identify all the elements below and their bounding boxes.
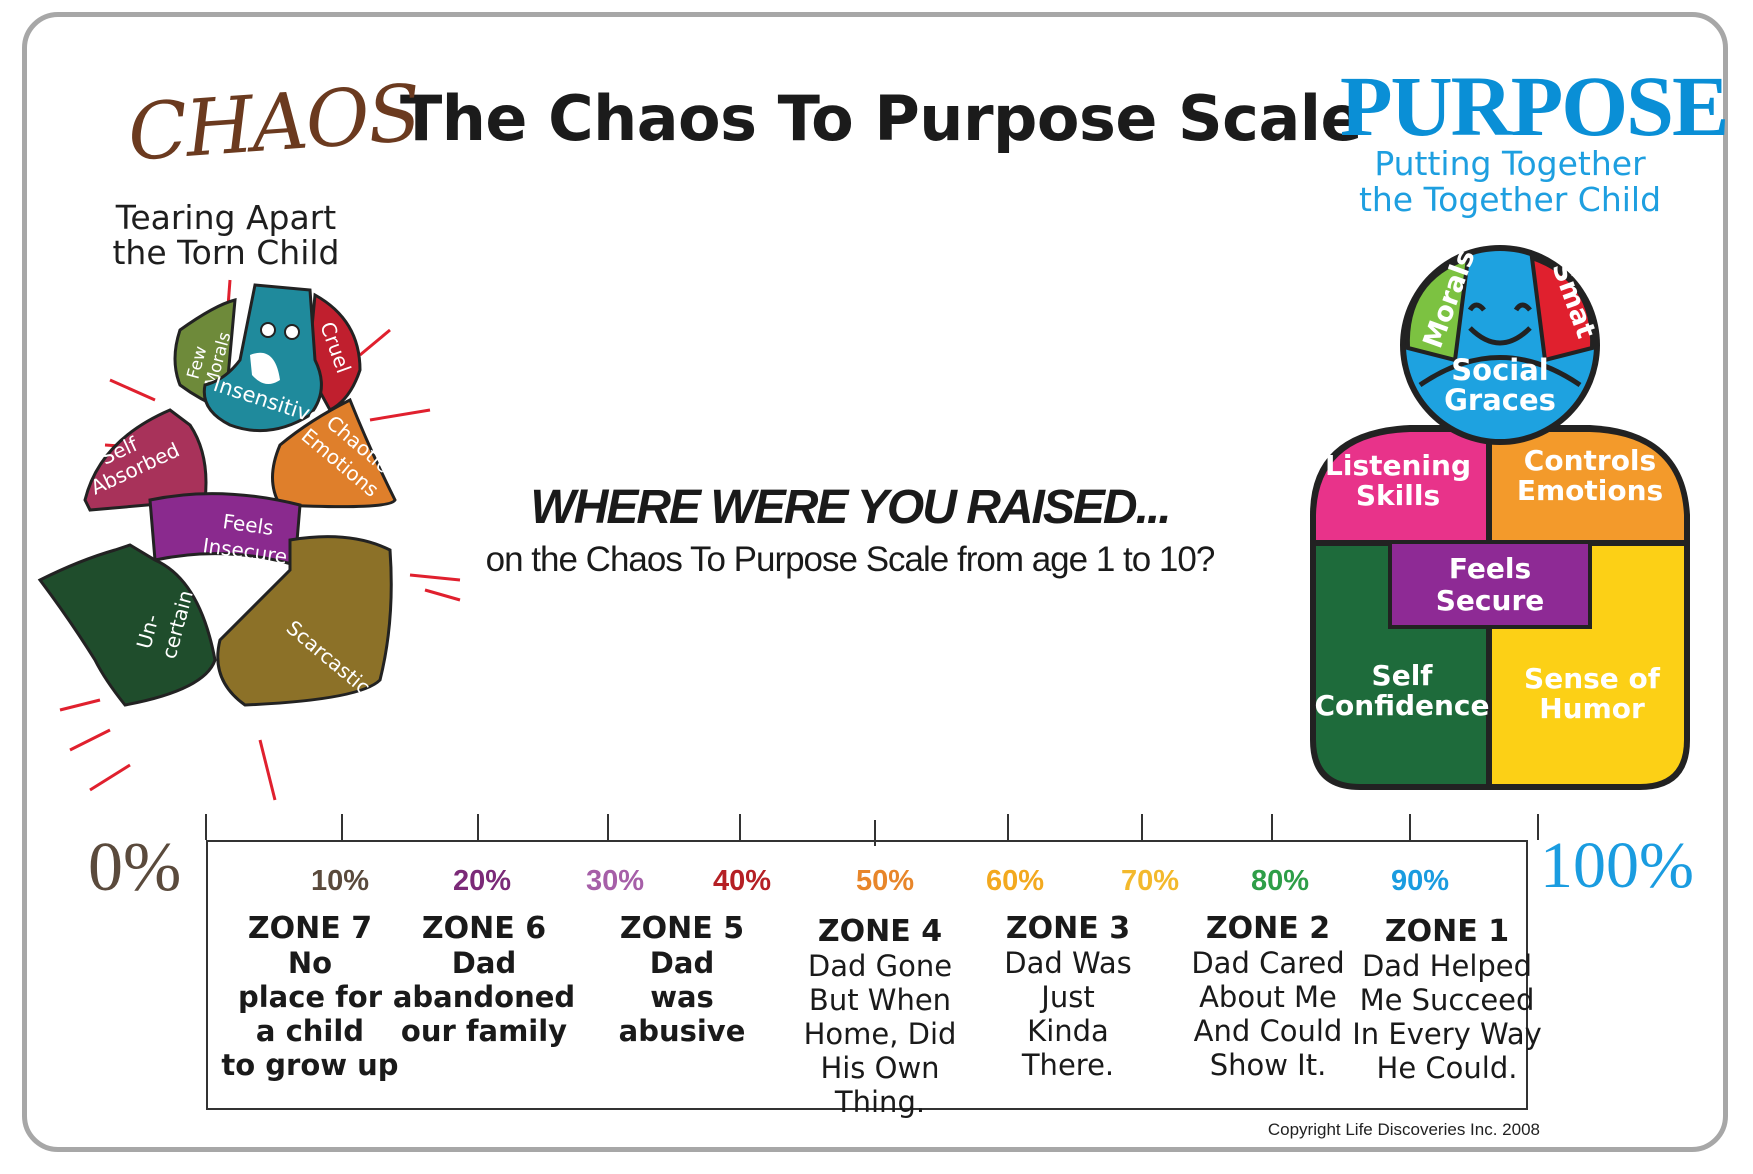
zone-title: ZONE 7	[247, 911, 373, 946]
purpose-tagline: Putting Together the Together Child	[1345, 146, 1675, 218]
zone-6: ZONE 6 Dad abandoned our family	[389, 911, 579, 1049]
zone-description: Dad Cared About Me And Could Show It.	[1191, 946, 1345, 1082]
insensitive-mouth	[250, 352, 280, 384]
zone-title: ZONE 1	[1384, 914, 1510, 949]
torn-child-figure: Few Morals Cruel Insensitive Self Absorb…	[37, 279, 461, 801]
page-title: The Chaos To Purpose Scale	[400, 82, 1363, 155]
purpose-tagline-line2: the Together Child	[1358, 180, 1662, 219]
purpose-tagline-line1: Putting Together	[1374, 144, 1646, 183]
zone-description: Dad was abusive	[618, 946, 746, 1048]
morals-piece-fill	[1405, 255, 1471, 363]
zone-title: ZONE 6	[421, 911, 547, 946]
burst-lines	[59, 279, 461, 801]
social-graces-label-1: Social	[1451, 353, 1548, 387]
zone-5: ZONE 5 Dad was abusive	[587, 911, 777, 1049]
scale-start-label: 0%	[88, 829, 182, 906]
uncertain-piece	[37, 543, 217, 707]
feels-secure-piece	[1388, 540, 1592, 629]
zone-1: ZONE 1 Dad Helped Me Succeed In Every Way…	[1352, 914, 1542, 1086]
self-confidence-label-1: Self	[1372, 659, 1434, 692]
self-absorbed-piece	[83, 408, 208, 512]
zone-title: ZONE 2	[1205, 911, 1331, 946]
question-heading: WHERE WERE YOU RAISED...	[530, 481, 1171, 534]
zone-description: Dad Helped Me Succeed In Every Way He Co…	[1352, 949, 1542, 1085]
chaos-tagline: Tearing Apart the Torn Child	[96, 200, 356, 270]
feels-secure-label-2: Secure	[1436, 584, 1545, 617]
scale-end-label: 100%	[1540, 829, 1694, 902]
insensitive-eye-right	[284, 324, 300, 340]
controls-emotions-piece	[1492, 432, 1684, 540]
social-graces-label-2: Graces	[1444, 383, 1556, 417]
chaos-tagline-line2: the Torn Child	[112, 233, 340, 272]
self-confidence-label-2: Confidence	[1314, 689, 1489, 722]
sense-of-humor-label-1: Sense of	[1524, 662, 1661, 695]
zone-title: ZONE 3	[1005, 911, 1131, 946]
percent-label: 60%	[985, 865, 1045, 897]
scarcastic-piece	[216, 535, 393, 707]
zone-7: ZONE 7 No place for a child to grow up	[215, 911, 405, 1083]
purpose-eye-left	[1467, 302, 1486, 312]
chaos-tagline-line1: Tearing Apart	[115, 198, 337, 237]
zones-box	[206, 840, 1528, 1110]
smart-piece	[1529, 255, 1595, 363]
zone-4: ZONE 4 Dad Gone But When Home, Did His Ow…	[785, 914, 975, 1120]
zone-3: ZONE 3 Dad Was Just Kinda There.	[973, 911, 1163, 1083]
zone-title: ZONE 5	[619, 911, 745, 946]
question-subheading: on the Chaos To Purpose Scale from age 1…	[485, 540, 1216, 579]
percent-label: 30%	[585, 865, 645, 897]
controls-emotions-label-2: Emotions	[1517, 474, 1663, 507]
chaotic-emotions-piece	[271, 397, 397, 509]
feels-secure-label-1: Feels	[1449, 552, 1531, 585]
percent-label: 10%	[310, 865, 370, 897]
insensitive-eye-left	[260, 322, 276, 338]
purpose-eye-right	[1513, 302, 1532, 312]
listening-skills-label-2: Skills	[1356, 479, 1440, 512]
zone-description: Dad Was Just Kinda There.	[1004, 946, 1132, 1082]
percent-label: 70%	[1120, 865, 1180, 897]
percent-label: 50%	[855, 865, 915, 897]
copyright-notice: Copyright Life Discoveries Inc. 2008	[1267, 1120, 1540, 1139]
listening-skills-label-1: Listening	[1325, 449, 1471, 482]
zone-2: ZONE 2 Dad Cared About Me And Could Show …	[1173, 911, 1363, 1083]
purpose-logo: PURPOSE	[1340, 58, 1729, 154]
feels-insecure-piece	[148, 492, 302, 567]
scale-ticks	[205, 814, 1539, 846]
purpose-smile	[1468, 326, 1532, 346]
percent-label: 90%	[1390, 865, 1450, 897]
zone-description: Dad abandoned our family	[392, 946, 576, 1048]
together-child-figure: Morals Smat Social Graces Listening Skil…	[1310, 245, 1690, 790]
percent-label: 20%	[452, 865, 512, 897]
social-graces-divider	[1418, 355, 1582, 388]
zone-description: Dad Gone But When Home, Did His Own Thin…	[803, 949, 957, 1119]
sense-of-humor-label-2: Humor	[1539, 692, 1645, 725]
listening-skills-piece	[1316, 432, 1486, 540]
zone-description: No place for a child to grow up	[221, 946, 399, 1082]
controls-emotions-label-1: Controls	[1524, 444, 1656, 477]
percent-label: 40%	[712, 865, 772, 897]
percent-label: 80%	[1250, 865, 1310, 897]
zone-title: ZONE 4	[817, 914, 943, 949]
